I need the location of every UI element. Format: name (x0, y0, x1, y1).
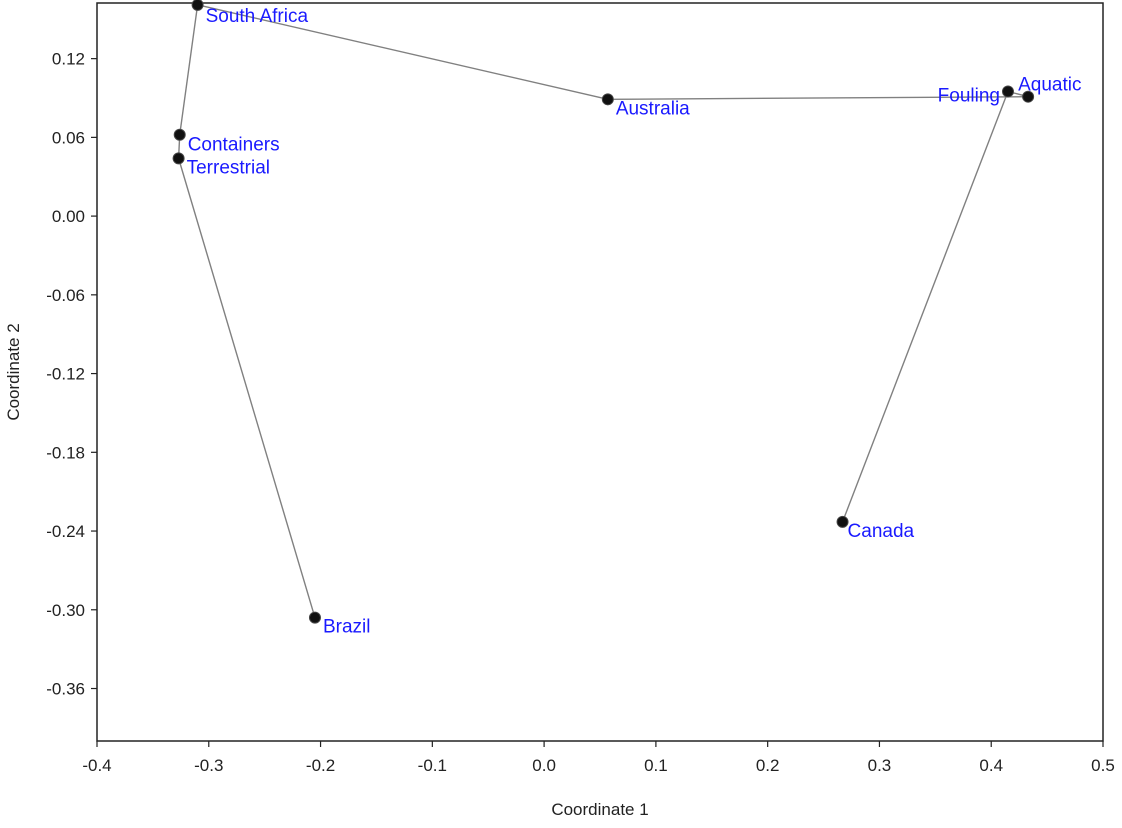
point-label: Fouling (938, 85, 1000, 106)
y-tick-label: 0.12 (52, 50, 85, 69)
connection-line (177, 158, 316, 618)
connection-line (607, 95, 1029, 101)
connection-line (841, 91, 1009, 523)
x-tick-label: -0.1 (418, 756, 447, 775)
data-points (172, 0, 1035, 624)
connection-line (179, 4, 199, 135)
x-tick-label: -0.3 (194, 756, 223, 775)
plot-frame (96, 2, 1104, 742)
data-point (601, 93, 614, 106)
x-tick-label: 0.4 (979, 756, 1003, 775)
point-label: Canada (848, 521, 915, 542)
data-point (191, 0, 204, 11)
y-axis-title: Coordinate 2 (4, 323, 23, 420)
x-axis-title: Coordinate 1 (551, 800, 648, 819)
x-tick-label: -0.4 (82, 756, 111, 775)
data-point (1001, 85, 1014, 98)
y-axis: 0.12 0.06 0.00 -0.06 -0.12 -0.18 -0.24 -0.30 -0.… (46, 50, 97, 699)
point-label: Brazil (323, 617, 371, 638)
connection-line (197, 4, 608, 101)
y-tick-label: -0.06 (46, 286, 85, 305)
y-tick-label: -0.36 (46, 680, 85, 699)
x-tick-label: 0.5 (1091, 756, 1115, 775)
y-tick-label: -0.24 (46, 522, 85, 541)
x-tick-label: 0.1 (644, 756, 668, 775)
x-tick-label: 0.2 (756, 756, 780, 775)
data-point (836, 515, 849, 528)
x-axis: -0.4 -0.3 -0.2 -0.1 0.0 0.1 0.2 0.3 0.4 0.5 (82, 741, 1115, 775)
x-tick-label: 0.3 (868, 756, 892, 775)
point-label: South Africa (206, 6, 309, 27)
y-tick-label: -0.12 (46, 365, 85, 384)
data-point (308, 611, 321, 624)
point-label: Terrestrial (187, 157, 270, 178)
point-label: Aquatic (1018, 75, 1081, 96)
y-tick-label: -0.18 (46, 443, 85, 462)
point-label: Containers (188, 135, 280, 156)
point-label: Australia (616, 98, 690, 119)
y-tick-label: -0.30 (46, 601, 85, 620)
data-point (172, 152, 185, 165)
x-tick-label: -0.2 (306, 756, 335, 775)
y-tick-label: 0.00 (52, 207, 85, 226)
x-tick-label: 0.0 (532, 756, 556, 775)
y-tick-label: 0.06 (52, 128, 85, 147)
data-point (173, 128, 186, 141)
data-point (1022, 90, 1035, 103)
